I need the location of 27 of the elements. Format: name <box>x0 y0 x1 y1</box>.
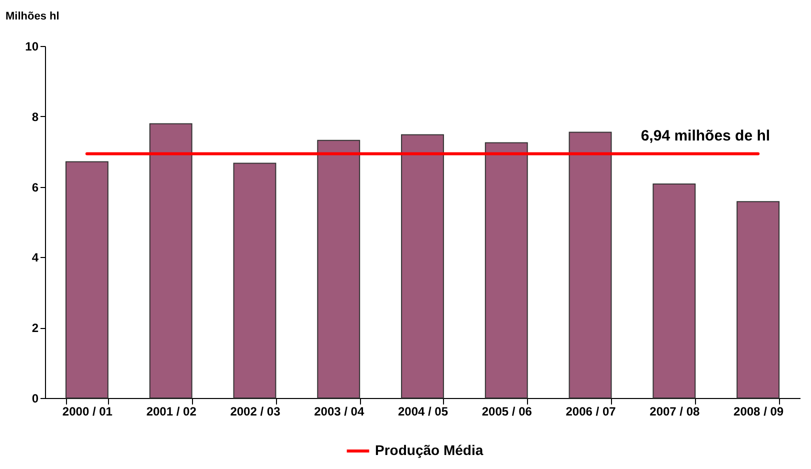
y-tick-label: 4 <box>32 250 39 265</box>
y-tick-label: 2 <box>32 321 39 336</box>
bar <box>652 183 696 398</box>
x-tick-label: 2005 / 06 <box>482 404 532 418</box>
annotation: 6,94 milhões de hl <box>640 128 770 145</box>
bar <box>149 123 192 398</box>
y-axis-title: Milhões hl <box>6 10 60 22</box>
bar <box>484 142 528 398</box>
x-tick-label: 2004 / 05 <box>398 404 448 418</box>
x-tick-label: 2001 / 02 <box>146 404 197 418</box>
legend-label: Produção Média <box>375 442 484 458</box>
bar <box>317 140 360 398</box>
x-tick-label: 2006 / 07 <box>566 404 616 418</box>
x-tick-label: 2003 / 04 <box>314 404 364 418</box>
y-tick-label: 6 <box>32 180 39 194</box>
x-tick-label: 2007 / 08 <box>650 404 700 418</box>
bar <box>568 132 612 398</box>
x-tick-label: 2008 / 09 <box>734 404 784 418</box>
x-tick-label: 2000 / 01 <box>62 404 113 418</box>
bar <box>65 161 108 398</box>
x-tick-label: 2002 / 03 <box>230 404 281 418</box>
y-tick-label: 0 <box>32 392 39 406</box>
y-tick-label: 10 <box>25 40 39 54</box>
y-tick-label: 8 <box>32 110 39 124</box>
bar <box>233 162 276 398</box>
bar <box>401 134 444 398</box>
bar <box>736 201 780 398</box>
